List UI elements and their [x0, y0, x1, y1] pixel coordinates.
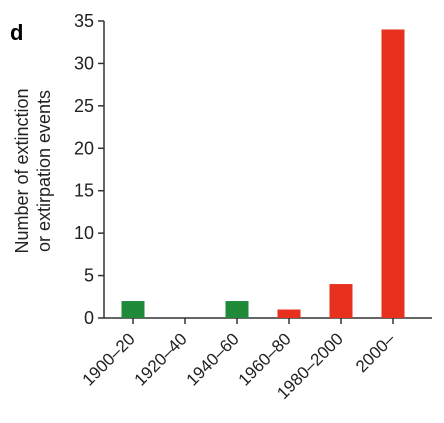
bar	[121, 301, 145, 318]
bar	[277, 309, 301, 318]
y-tick-label: 10	[74, 223, 94, 243]
panel-label: d	[10, 20, 23, 45]
bar	[225, 301, 249, 318]
y-tick-label: 20	[74, 138, 94, 158]
y-tick-label: 0	[84, 308, 94, 328]
bar	[381, 29, 405, 318]
y-axis-label-line-1: Number of extinction	[12, 88, 32, 253]
y-tick-label: 5	[84, 266, 94, 286]
x-tick-label: 2000–	[352, 329, 399, 376]
y-axis-label-line-2: or extirpation events	[34, 90, 54, 252]
x-tick-label: 1940–60	[183, 329, 243, 389]
bar	[329, 284, 353, 318]
y-tick-label: 35	[74, 11, 94, 31]
x-tick-label: 1900–20	[79, 329, 139, 389]
y-tick-label: 25	[74, 96, 94, 116]
y-tick-label: 30	[74, 53, 94, 73]
x-tick-label: 1920–40	[131, 329, 191, 389]
y-axis-label: Number of extinction or extirpation even…	[12, 88, 54, 253]
y-tick-label: 15	[74, 181, 94, 201]
